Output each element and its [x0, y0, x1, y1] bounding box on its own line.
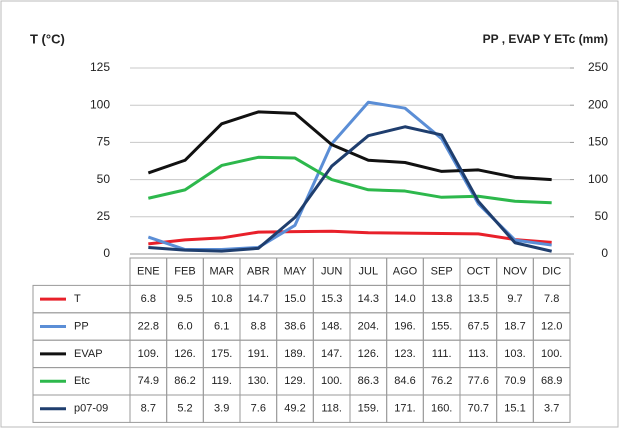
- table-value: 8.8: [251, 320, 266, 332]
- table-value: 148.: [321, 320, 342, 332]
- y-tick-label: 50: [97, 172, 111, 186]
- table-value: 3.7: [544, 403, 559, 415]
- line: [148, 125, 553, 253]
- table-value: 5.2: [177, 403, 192, 415]
- table-value: 159.: [358, 403, 379, 415]
- table-value: 76.2: [431, 375, 452, 387]
- x-tick-label: DIC: [542, 266, 561, 278]
- table-cell: [532, 394, 571, 423]
- table-value: 126.: [358, 348, 379, 360]
- table-value: 119.: [211, 375, 232, 387]
- legend-label: p07-09: [74, 403, 108, 415]
- y2-tick-label: 200: [588, 97, 608, 111]
- table-value: 126.: [174, 348, 195, 360]
- table-value: 100.: [321, 375, 342, 387]
- legend-label: EVAP: [74, 348, 103, 360]
- table-value: 10.8: [211, 293, 232, 305]
- table-value: 6.0: [177, 320, 192, 332]
- y2-tick-label: 0: [601, 246, 608, 260]
- x-tick-label: FEB: [174, 266, 195, 278]
- x-tick-label: SEP: [431, 266, 453, 278]
- y-tick-label: 100: [90, 97, 110, 111]
- x-tick-label: JUN: [321, 266, 342, 278]
- x-tick-label: JUL: [359, 266, 379, 278]
- legend-label: T: [74, 293, 81, 305]
- table-value: 12.0: [541, 320, 562, 332]
- line: [147, 155, 552, 205]
- table-value: 100.: [541, 348, 562, 360]
- table-value: 8.7: [141, 403, 156, 415]
- x-tick-label: NOV: [503, 266, 528, 278]
- x-tick-label: MAY: [283, 266, 307, 278]
- table-value: 15.0: [284, 293, 305, 305]
- table-value: 67.5: [468, 320, 489, 332]
- y2-tick-label: 50: [595, 209, 609, 223]
- table-value: 86.2: [174, 375, 195, 387]
- table-value: 70.9: [504, 375, 525, 387]
- table-value: 14.7: [248, 293, 269, 305]
- y2-axis-title: PP , EVAP Y ETc (mm): [483, 32, 608, 46]
- table-value: 68.9: [541, 375, 562, 387]
- table-value: 49.2: [284, 403, 305, 415]
- x-tick-label: AGO: [393, 266, 418, 278]
- y2-tick-label: 250: [588, 60, 608, 74]
- x-tick-label: OCT: [467, 266, 491, 278]
- table-value: 9.7: [507, 293, 522, 305]
- y2-tick-label: 100: [588, 172, 608, 186]
- y2-tick-label: 150: [588, 135, 608, 149]
- table-value: 14.3: [358, 293, 379, 305]
- table-value: 3.9: [214, 403, 229, 415]
- table-value: 6.1: [214, 320, 229, 332]
- table-value: 123.: [394, 348, 415, 360]
- table-value: 160.: [431, 403, 452, 415]
- table-value: 130.: [248, 375, 269, 387]
- table-value: 15.1: [504, 403, 525, 415]
- table-value: 77.6: [468, 375, 489, 387]
- table-value: 171.: [394, 403, 415, 415]
- y-tick-label: 0: [103, 246, 110, 260]
- table-value: 13.5: [468, 293, 489, 305]
- table-value: 113.: [468, 348, 489, 360]
- table-value: 13.8: [431, 293, 452, 305]
- table-value: 84.6: [394, 375, 415, 387]
- y-tick-label: 125: [90, 60, 110, 74]
- table-value: 103.: [504, 348, 525, 360]
- table-value: 7.6: [251, 403, 266, 415]
- table-value: 86.3: [358, 375, 379, 387]
- table-value: 204.: [358, 320, 379, 332]
- table-value: 38.6: [284, 320, 305, 332]
- legend-label: Etc: [74, 375, 90, 387]
- table-value: 175.: [211, 348, 232, 360]
- table-value: 6.8: [141, 293, 156, 305]
- table-value: 22.8: [138, 320, 159, 332]
- table-value: 155.: [431, 320, 452, 332]
- x-tick-label: ABR: [247, 266, 270, 278]
- x-tick-label: ENE: [137, 266, 160, 278]
- table-value: 189.: [284, 348, 305, 360]
- table-value: 109.: [138, 348, 159, 360]
- table-value: 14.0: [394, 293, 415, 305]
- table-value: 15.3: [321, 293, 342, 305]
- table-value: 191.: [248, 348, 269, 360]
- legend-label: PP: [74, 320, 89, 332]
- table-value: 118.: [321, 403, 342, 415]
- table-value: 147.: [321, 348, 342, 360]
- table-value: 70.7: [468, 403, 489, 415]
- y-tick-label: 25: [97, 209, 111, 223]
- table-value: 7.8: [544, 293, 559, 305]
- line: [148, 229, 552, 246]
- table-value: 74.9: [138, 375, 159, 387]
- table-value: 18.7: [504, 320, 525, 332]
- table-value: 111.: [432, 348, 452, 360]
- x-tick-label: MAR: [209, 266, 234, 278]
- table-value: 196.: [394, 320, 415, 332]
- table-value: 129.: [284, 375, 305, 387]
- table-value: 9.5: [177, 293, 192, 305]
- y-tick-label: 75: [97, 135, 111, 149]
- y-axis-title: T (°C): [30, 31, 65, 46]
